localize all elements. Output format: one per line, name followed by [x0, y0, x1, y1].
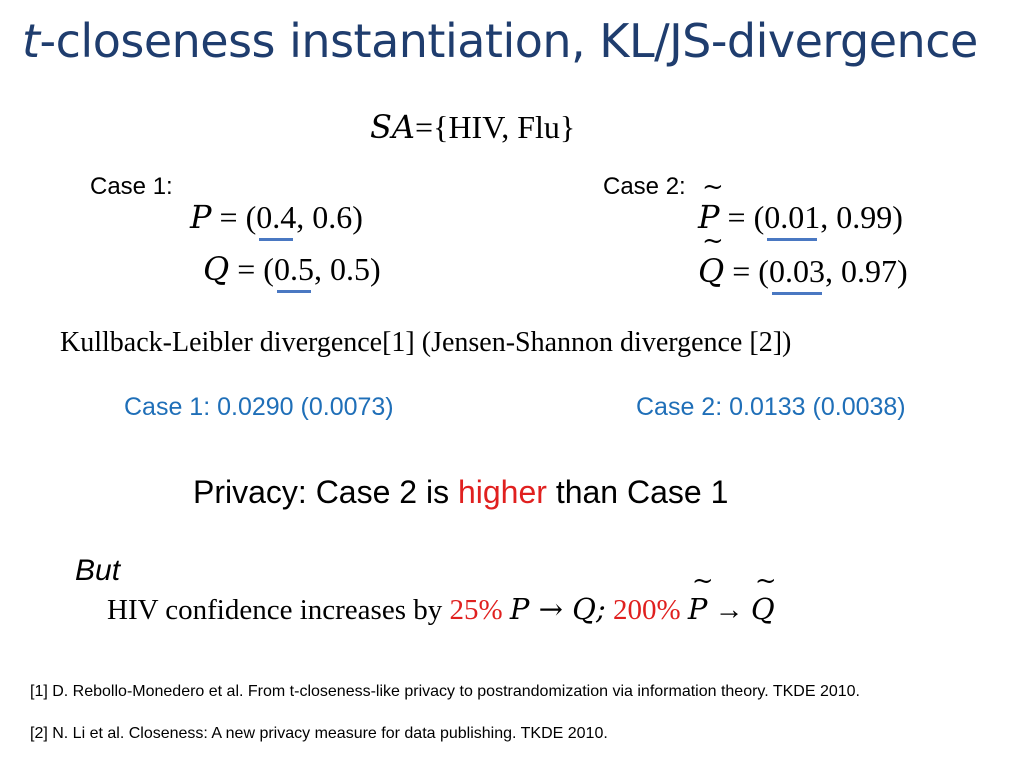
title-italic-t: t — [22, 14, 40, 68]
case1-q-first: 0.5 — [273, 251, 314, 293]
hiv-pq1: P → Q; — [509, 592, 606, 626]
case1-q-rest: , 0.5) — [313, 251, 381, 287]
sa-symbol: SA — [370, 108, 416, 146]
reference-2: [2] N. Li et al. Closeness: A new privac… — [30, 725, 608, 742]
case2-result: Case 2: 0.0133 (0.0038) — [636, 393, 906, 421]
hiv-pct2: 200% — [612, 594, 681, 626]
case2-p-first: 0.01 — [764, 199, 821, 241]
case1-q-symbol: Q — [203, 250, 230, 288]
hiv-text: HIV confidence increases by — [107, 594, 450, 626]
hiv-pct1: 25% — [449, 594, 503, 626]
privacy-highlight: higher — [457, 474, 547, 510]
case1-p-symbol: P — [190, 198, 212, 236]
hiv-q2: Q — [751, 566, 777, 626]
case2-q-rest: , 0.97) — [824, 253, 908, 289]
case1-label: Case 1: — [90, 173, 173, 200]
case2-p-rest: , 0.99) — [820, 199, 903, 235]
case1-q-eq: = ( — [237, 251, 274, 287]
divergence-line: Kullback-Leibler divergence[1] (Jensen-S… — [60, 327, 792, 358]
case1-p-rest: , 0.6) — [296, 199, 363, 235]
case2-p-equation: P = (0.01, 0.99) — [698, 172, 903, 241]
sa-definition: SA={HIV, Flu} — [370, 108, 575, 146]
case1-p-first: 0.4 — [256, 199, 297, 241]
hiv-confidence-line: HIV confidence increases by 25% P → Q; 2… — [107, 566, 777, 627]
case1-p-eq: = ( — [219, 199, 257, 235]
privacy-after: than Case 1 — [546, 474, 729, 510]
privacy-before: Privacy: Case 2 is — [193, 474, 458, 510]
case1-result: Case 1: 0.0290 (0.0073) — [124, 393, 394, 421]
sa-values: ={HIV, Flu} — [415, 109, 576, 145]
case2-q-symbol: Q — [698, 226, 724, 290]
hiv-p2: P — [688, 566, 713, 626]
slide-title: t-closeness instantiation, KL/JS-diverge… — [22, 14, 978, 68]
case2-label: Case 2: — [603, 173, 686, 200]
case1-p-equation: P = (0.4, 0.6) — [190, 198, 363, 241]
title-text: -closeness instantiation, KL/JS-divergen… — [39, 14, 979, 68]
but-label: But — [75, 554, 121, 587]
case2-q-first: 0.03 — [768, 253, 825, 295]
privacy-statement: Privacy: Case 2 is higher than Case 1 — [193, 474, 728, 511]
case2-q-equation: Q = (0.03, 0.97) — [698, 226, 908, 295]
reference-1: [1] D. Rebollo-Monedero et al. From t-cl… — [30, 683, 860, 700]
case2-q-eq: = ( — [732, 253, 769, 289]
case1-q-equation: Q = (0.5, 0.5) — [203, 250, 381, 293]
hiv-arrow: → — [714, 594, 744, 626]
case2-p-eq: = ( — [727, 199, 765, 235]
